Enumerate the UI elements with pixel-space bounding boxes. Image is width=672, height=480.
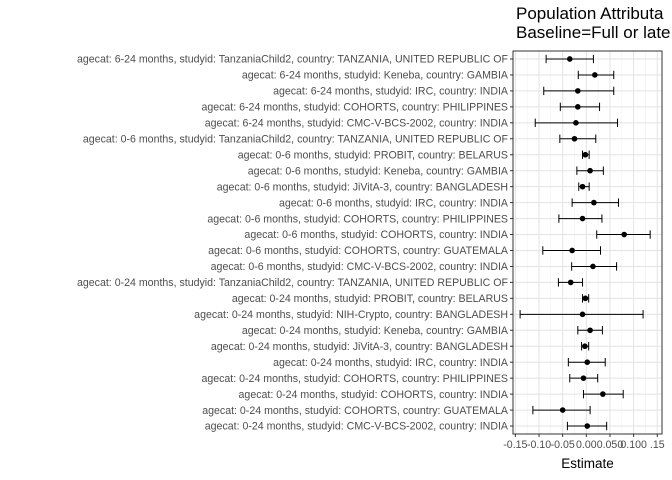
data-row-marks xyxy=(577,326,603,335)
data-row-marks xyxy=(576,166,604,175)
y-axis-label: agecat: 0-24 months, studyid: NIH-Crypto… xyxy=(194,309,508,321)
data-row-marks xyxy=(571,262,618,271)
data-row-marks xyxy=(519,310,644,319)
estimate-point xyxy=(579,215,586,222)
y-axis-label: agecat: 0-24 months, studyid: IRC, count… xyxy=(273,357,509,369)
data-row-marks xyxy=(581,342,590,351)
estimate-point xyxy=(579,311,586,318)
estimate-point xyxy=(566,56,573,62)
data-row-marks xyxy=(582,150,590,159)
estimate-point xyxy=(573,120,579,126)
data-row-marks xyxy=(557,278,584,287)
estimate-point xyxy=(584,359,591,365)
y-axis-label: agecat: 0-6 months, studyid: COHORTS, co… xyxy=(207,213,508,225)
y-axis-label: agecat: 0-6 months, studyid: CMC-V-BCS-2… xyxy=(211,261,509,273)
data-row-marks xyxy=(542,246,602,255)
estimate-point xyxy=(559,407,566,413)
y-axis-label: agecat: 0-6 months, studyid: Keneba, cou… xyxy=(248,165,509,177)
data-row-marks xyxy=(534,118,619,128)
x-axis-tick-label: .15 xyxy=(650,439,665,451)
y-axis-label: agecat: 6-24 months, studyid: CMC-V-BCS-… xyxy=(205,118,509,130)
estimate-point xyxy=(571,135,578,142)
y-axis-label: agecat: 0-6 months, studyid: JiVitA-3, c… xyxy=(217,181,508,193)
x-axis-tick-label: -0.05 xyxy=(551,439,575,451)
plot-panel xyxy=(513,51,662,434)
plot-panel-border xyxy=(512,50,663,435)
estimate-point xyxy=(580,375,587,381)
data-row-marks xyxy=(578,182,590,191)
x-axis-tick-label: 0.00 xyxy=(576,439,597,451)
y-axis-label: agecat: 0-24 months, studyid: TanzaniaCh… xyxy=(77,277,509,289)
x-axis-tick-label: 0.100 xyxy=(620,439,647,451)
estimate-point xyxy=(587,167,593,174)
data-row-marks xyxy=(545,54,594,64)
data-row-marks xyxy=(569,373,599,383)
y-axis-label: agecat: 0-6 months, studyid: PROBIT, cou… xyxy=(238,149,508,161)
y-axis-label: agecat: 0-6 months, studyid: COHORTS, co… xyxy=(208,245,509,257)
data-row-marks xyxy=(543,86,615,96)
estimate-point xyxy=(582,151,589,158)
estimate-point xyxy=(591,199,597,206)
y-axis-label: agecat: 6-24 months, studyid: TanzaniaCh… xyxy=(77,54,509,66)
y-axis-label: agecat: 6-24 months, studyid: IRC, count… xyxy=(273,86,509,98)
y-axis-label: agecat: 0-24 months, studyid: PROBIT, co… xyxy=(232,293,508,305)
data-row-marks xyxy=(559,134,597,143)
data-row-marks xyxy=(596,230,651,239)
chart-title-line-2: Baseline=Full or late xyxy=(516,23,671,42)
x-axis-tick-label: -0.15 xyxy=(503,439,527,451)
data-row-marks xyxy=(566,421,608,431)
estimate-point xyxy=(592,72,598,78)
data-row-marks xyxy=(567,357,606,367)
chart-title-line-1: Population Attributa xyxy=(516,4,664,23)
data-row-marks xyxy=(559,102,601,112)
y-axis-label: agecat: 0-24 months, studyid: COHORTS, c… xyxy=(202,405,509,417)
y-axis-label: agecat: 6-24 months, studyid: COHORTS, c… xyxy=(201,102,508,114)
data-row-marks xyxy=(582,389,624,399)
estimate-point xyxy=(587,327,593,334)
y-axis-label: agecat: 0-24 months, studyid: JiVitA-3, … xyxy=(211,341,508,353)
data-row-marks xyxy=(582,294,590,303)
estimate-point xyxy=(621,231,627,238)
y-axis-labels: agecat: 6-24 months, studyid: TanzaniaCh… xyxy=(77,54,513,433)
estimate-point xyxy=(600,391,606,397)
estimate-point xyxy=(584,423,591,429)
y-axis-label: agecat: 0-24 months, studyid: COHORTS, c… xyxy=(201,373,508,385)
data-row-marks xyxy=(577,70,615,80)
x-axis-title: Estimate xyxy=(561,456,614,471)
estimate-point xyxy=(582,343,588,350)
y-axis-label: agecat: 0-6 months, studyid: COHORTS, co… xyxy=(244,229,509,241)
estimate-point xyxy=(575,104,581,110)
estimate-point xyxy=(567,279,574,286)
data-row-marks xyxy=(571,198,619,207)
y-axis-label: agecat: 0-24 months, studyid: Keneba, co… xyxy=(242,325,509,337)
data-row-marks xyxy=(558,214,603,223)
x-axis-tick-label: 0.050 xyxy=(597,439,624,451)
estimate-point xyxy=(590,263,596,270)
estimate-point xyxy=(582,295,589,302)
y-axis-label: agecat: 0-24 months, studyid: CMC-V-BCS-… xyxy=(205,421,509,433)
estimate-point xyxy=(575,88,581,94)
data-row-marks xyxy=(532,405,591,415)
x-axis-tick-label: -0.10 xyxy=(527,439,551,451)
y-axis-label: agecat: 0-6 months, studyid: TanzaniaChi… xyxy=(83,133,509,145)
estimate-point xyxy=(569,247,575,254)
y-axis-label: agecat: 0-24 months, studyid: COHORTS, c… xyxy=(239,389,509,401)
y-axis-label: agecat: 6-24 months, studyid: Keneba, co… xyxy=(242,70,509,82)
estimate-point xyxy=(579,183,586,190)
y-axis-label: agecat: 0-6 months, studyid: IRC, countr… xyxy=(279,197,509,209)
data-marks xyxy=(519,54,651,431)
